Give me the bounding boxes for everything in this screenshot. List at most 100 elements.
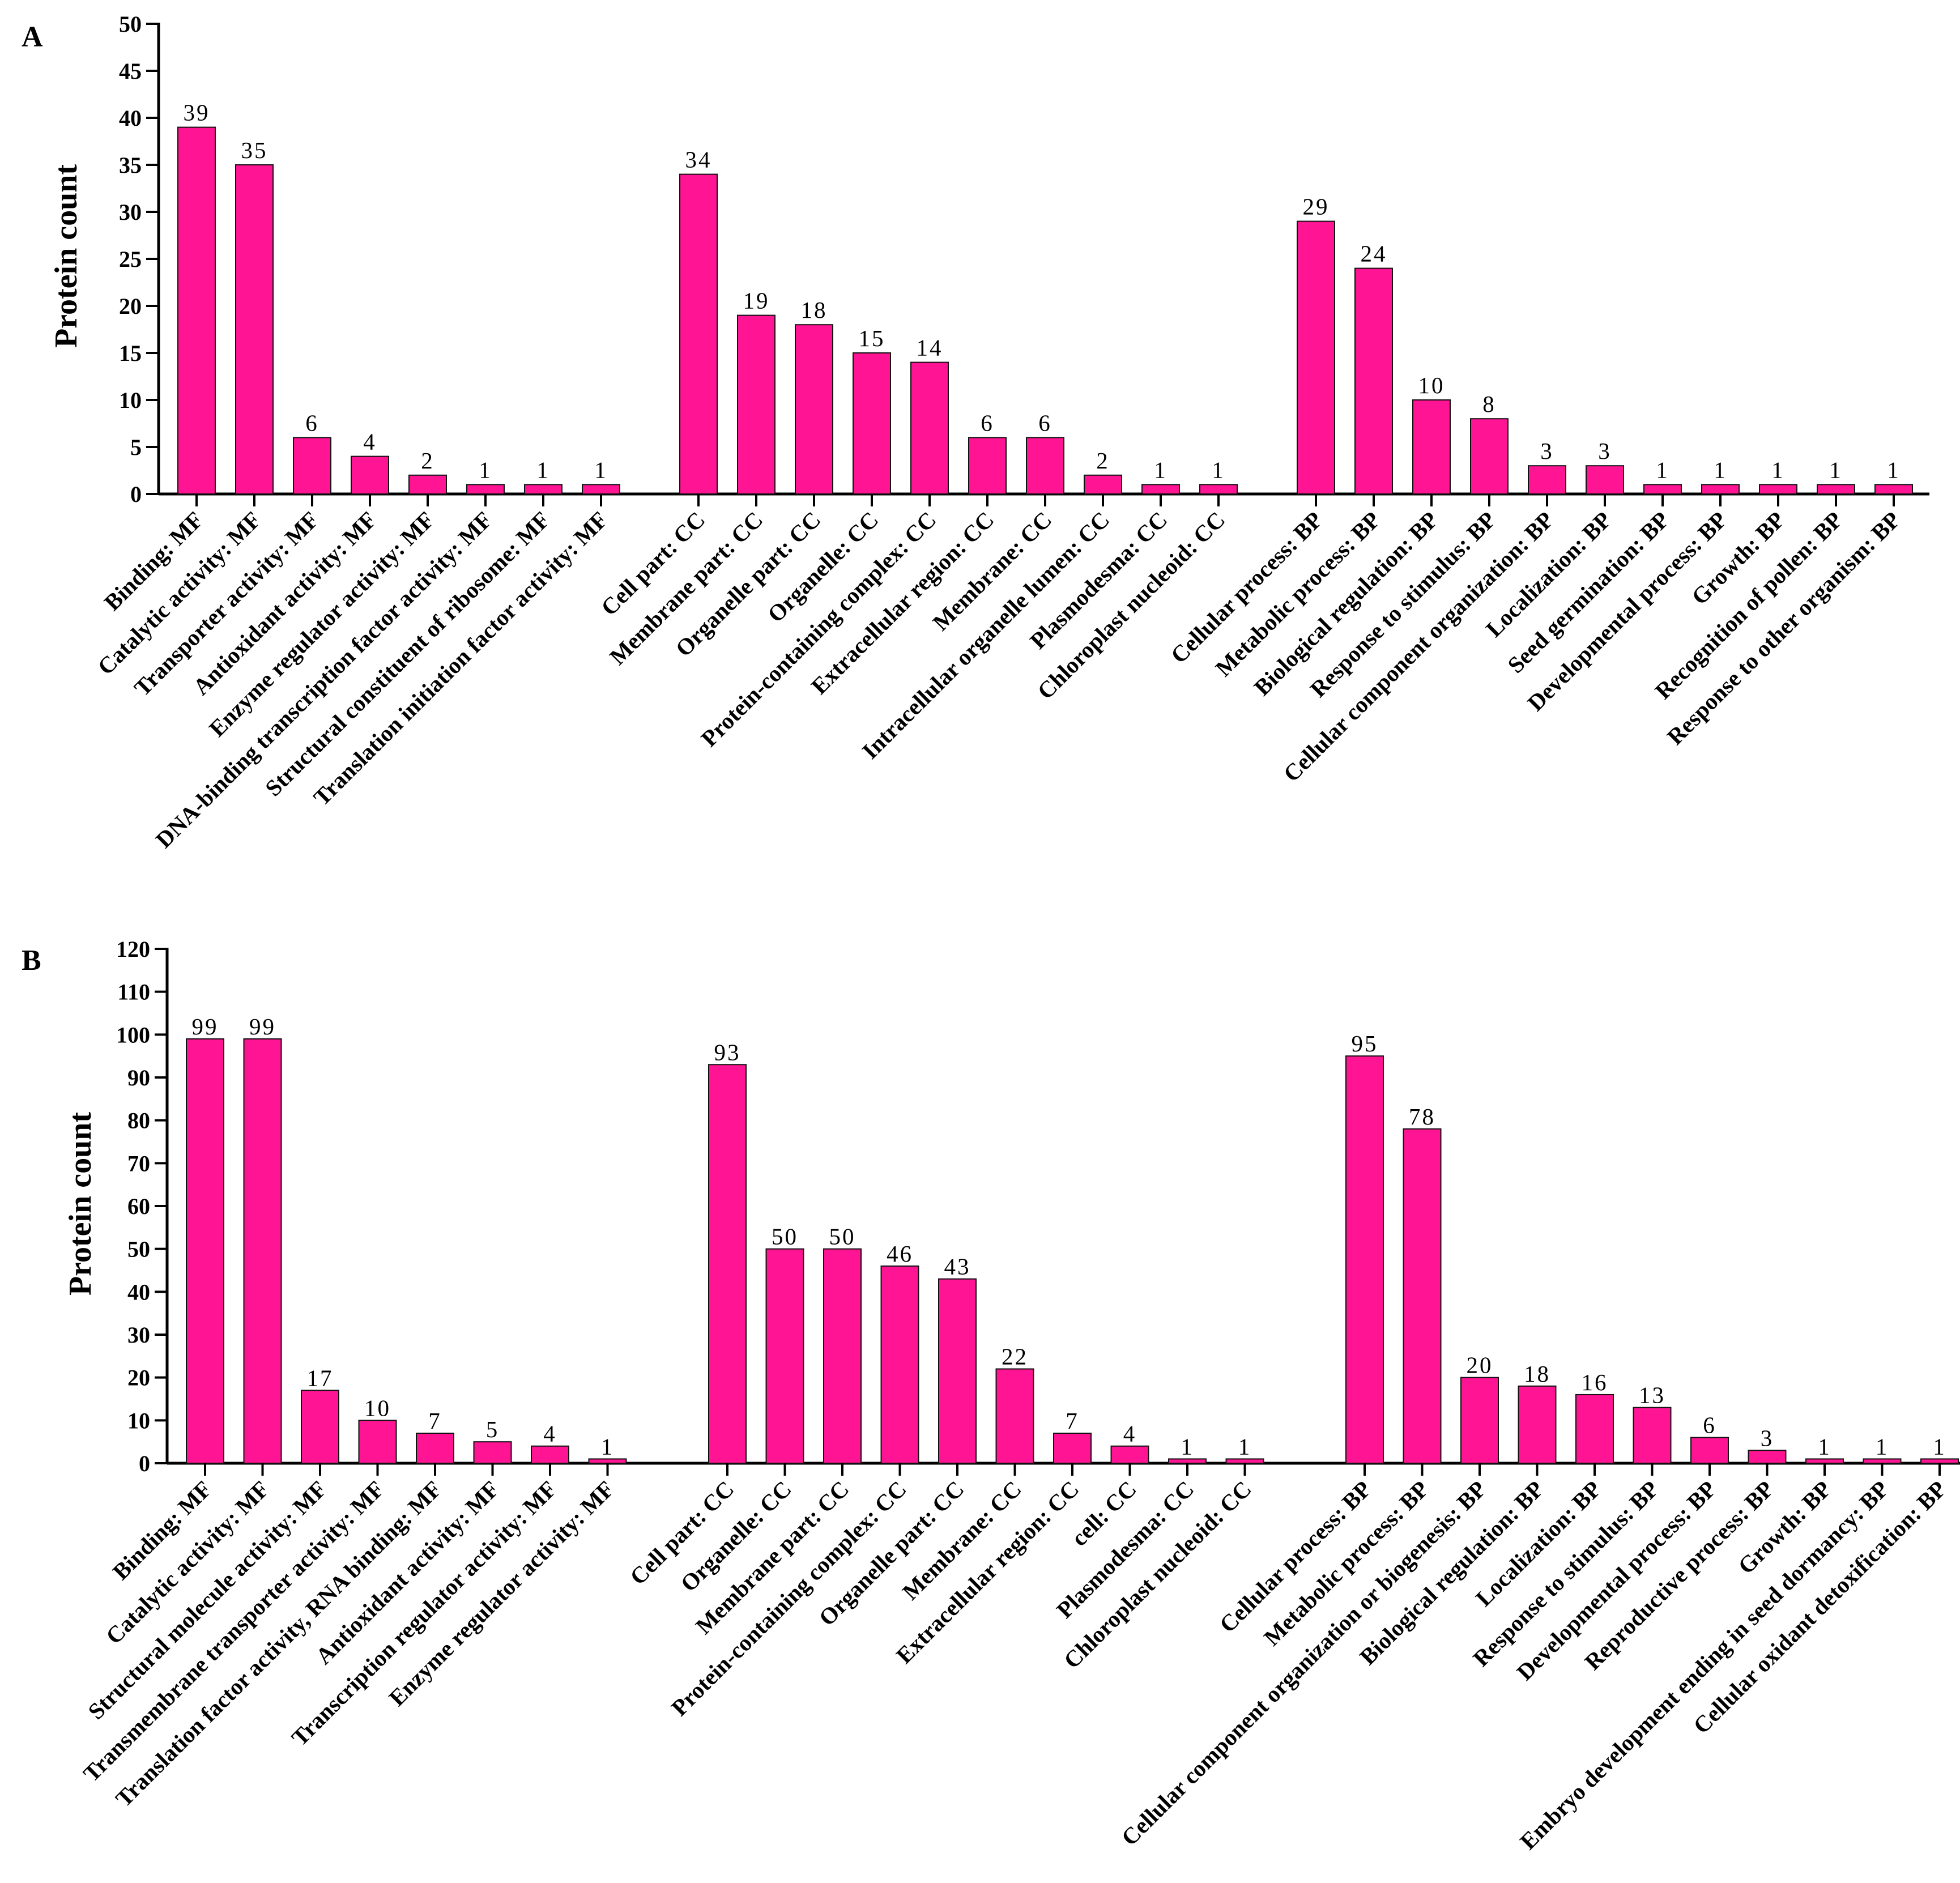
panel-b-data-label-bp-1: 95 — [1352, 1030, 1378, 1056]
panel-b-bar-bp-11 — [1920, 1458, 1959, 1464]
panel-a-y-tick-label: 50 — [119, 11, 142, 37]
panel-a-bar-bp-5 — [1528, 465, 1566, 495]
panel-a-data-label-mf-7: 1 — [536, 457, 550, 483]
panel-b-data-label-cc-1: 93 — [714, 1039, 741, 1065]
panel-b-bar-mf-7 — [531, 1445, 569, 1464]
panel-b-data-label-cc-6: 22 — [1002, 1344, 1028, 1370]
panel-a-data-label-cc-10: 1 — [1212, 457, 1225, 483]
panel-b-y-tick-label: 80 — [127, 1108, 150, 1134]
panel-a-bar-cc-5 — [910, 361, 949, 495]
panel-b-bar-cc-8 — [1110, 1445, 1149, 1464]
panel-a-y-tick-label: 10 — [119, 387, 142, 413]
panel-b-data-label-cc-10: 1 — [1238, 1433, 1252, 1459]
panel-b-y-tick-label: 120 — [116, 936, 150, 962]
panel-b-bar-mf-5 — [416, 1433, 454, 1464]
panel-b-data-label-cc-2: 50 — [772, 1224, 798, 1250]
panel-b-y-tick-label: 10 — [127, 1408, 150, 1433]
panel-b-bar-mf-8 — [588, 1458, 627, 1464]
panel-b-data-label-bp-9: 1 — [1818, 1433, 1831, 1459]
panel-a-bar-mf-2 — [235, 164, 274, 495]
panel-b-bar-mf-4 — [358, 1420, 397, 1464]
panel-a-data-label-mf-4: 4 — [363, 429, 377, 455]
panel-b-y-axis-title: Protein count — [63, 1112, 98, 1296]
panel-a-bar-cc-3 — [795, 324, 833, 495]
panel-a-bar-bp-4 — [1470, 418, 1509, 495]
panel-a-data-label-mf-2: 35 — [241, 137, 268, 163]
panel-a-data-label-bp-6: 3 — [1598, 438, 1612, 464]
panel-a-data-label-mf-6: 1 — [479, 457, 492, 483]
panel-b-data-label-mf-4: 10 — [364, 1395, 391, 1421]
panel-b-bar-mf-1 — [186, 1038, 224, 1464]
panel-b-bar-cc-4 — [880, 1265, 919, 1464]
panel-b-bar-bp-5 — [1575, 1394, 1614, 1464]
panel-a-data-label-cc-2: 19 — [743, 288, 770, 314]
panel-b-data-label-mf-2: 99 — [249, 1013, 276, 1040]
panel-b-data-label-mf-5: 7 — [428, 1408, 442, 1434]
panel-a-y-axis-title: Protein count — [49, 164, 84, 348]
panel-a-bar-mf-4 — [351, 455, 389, 495]
panel-b-bar-mf-2 — [243, 1038, 282, 1464]
panel-b-y-tick-label: 50 — [127, 1237, 150, 1262]
panel-a-data-label-mf-8: 1 — [594, 457, 608, 483]
panel-b-y-tick-label: 70 — [127, 1151, 150, 1176]
panel-a-bar-cc-1 — [679, 173, 718, 495]
panel-a-y-tick-label: 40 — [119, 105, 142, 131]
panel-b-data-label-bp-11: 1 — [1933, 1433, 1946, 1459]
panel-a-data-label-cc-4: 15 — [859, 325, 885, 351]
panel-b-x-tick-label-mf-7: Transcription regulator activity: MF — [287, 1476, 562, 1751]
panel-b-data-label-cc-8: 4 — [1123, 1421, 1137, 1447]
panel-a-bar-bp-9 — [1759, 484, 1797, 495]
panel-b-data-label-bp-10: 1 — [1876, 1433, 1889, 1459]
panel-b-letter: B — [22, 944, 41, 977]
panel-b-data-label-cc-7: 7 — [1066, 1408, 1079, 1434]
panel-a-data-label-bp-9: 1 — [1771, 457, 1785, 483]
panel-a-bar-bp-1 — [1297, 220, 1335, 495]
panel-a-bar-bp-8 — [1701, 484, 1740, 495]
panel-b-data-label-mf-6: 5 — [486, 1416, 500, 1442]
panel-a-bar-cc-4 — [853, 352, 891, 495]
panel-b-bar-bp-8 — [1748, 1450, 1787, 1464]
panel-a-data-label-mf-1: 39 — [184, 100, 210, 126]
panel-b-bar-mf-3 — [301, 1390, 339, 1464]
panel-b-y-tick-label: 0 — [139, 1451, 150, 1476]
panel-a-bar-cc-2 — [737, 314, 776, 495]
panel-a-y-tick-label: 25 — [119, 246, 142, 272]
panel-b-data-label-mf-7: 4 — [543, 1421, 557, 1447]
panel-a-bar-mf-3 — [293, 437, 331, 495]
panel-b-data-label-mf-8: 1 — [601, 1433, 615, 1459]
panel-a-data-label-bp-4: 8 — [1482, 391, 1496, 417]
panel-b-bar-cc-10 — [1225, 1458, 1264, 1464]
panel-b-bar-bp-10 — [1863, 1458, 1902, 1464]
panel-a-data-label-bp-2: 24 — [1361, 241, 1387, 267]
panel-a-bar-cc-7 — [1026, 437, 1064, 495]
panel-a-y-tick-label: 0 — [130, 482, 142, 507]
panel-a-letter: A — [22, 21, 43, 53]
panel-b-y-tick-label: 60 — [127, 1194, 150, 1219]
panel-a-data-label-bp-8: 1 — [1714, 457, 1727, 483]
panel-b-data-label-cc-9: 1 — [1181, 1433, 1194, 1459]
panel-b-bar-bp-6 — [1633, 1407, 1672, 1464]
panel-b-x-tick-label-mf-1: Binding: MF — [108, 1476, 217, 1585]
panel-b-data-label-bp-6: 13 — [1639, 1382, 1665, 1408]
panel-b-bar-cc-1 — [708, 1064, 747, 1464]
panel-b-bar-bp-2 — [1403, 1128, 1442, 1464]
panel-b-bar-bp-9 — [1805, 1458, 1844, 1464]
panel-a-data-label-cc-3: 18 — [801, 297, 828, 323]
panel-a-data-label-bp-1: 29 — [1303, 194, 1330, 220]
panel-b-bar-bp-1 — [1345, 1055, 1384, 1464]
panel-a-bar-bp-3 — [1412, 399, 1451, 495]
panel-a-y-tick-label: 30 — [119, 199, 142, 225]
panel-a-y-tick-label: 45 — [119, 58, 142, 84]
panel-a-data-label-bp-3: 10 — [1418, 372, 1445, 398]
panel-a-bar-cc-8 — [1084, 474, 1122, 495]
panel-b-bar-cc-5 — [938, 1278, 977, 1464]
panel-a: A Protein count 0 5 10 15 20 25 30 35 40 45 50 39 Bi… — [22, 11, 1929, 853]
panel-b-data-label-mf-3: 17 — [307, 1365, 334, 1391]
panel-a-bar-mf-6 — [466, 484, 505, 495]
panel-b-y-tick-label: 100 — [116, 1022, 150, 1047]
panel-a-y-tick-label: 35 — [119, 152, 142, 178]
panel-a-data-label-bp-7: 1 — [1656, 457, 1669, 483]
panel-a-y-tick-label: 20 — [119, 293, 142, 319]
panel-a-bar-cc-6 — [968, 437, 1007, 495]
